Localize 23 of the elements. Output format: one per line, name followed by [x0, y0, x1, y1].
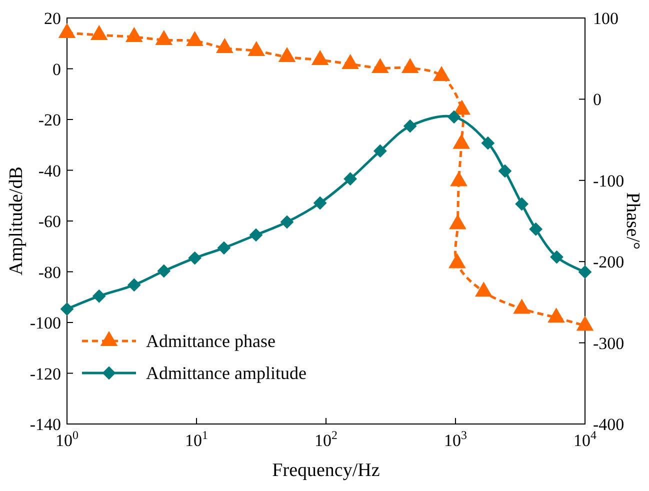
- y-tick-label: -40: [38, 161, 61, 180]
- y2-tick-label: -100: [593, 171, 624, 190]
- y-tick-label: -100: [30, 314, 61, 332]
- y2-axis-title: Phase/°: [622, 192, 643, 250]
- y2-tick-label: 100: [593, 9, 618, 28]
- y2-tick-label: -200: [593, 252, 624, 272]
- y-tick-label: -60: [38, 212, 61, 231]
- y2-tick-label: 0: [593, 90, 602, 110]
- x-tick-label: 10$^{1}$: [185, 428, 208, 450]
- legend-label: Admittance amplitude: [146, 363, 306, 383]
- legend-label: Admittance phase: [146, 331, 276, 351]
- y-tick-label: -20: [38, 110, 61, 130]
- x-tick-label: 10$^{4}$: [574, 428, 597, 450]
- y2-tick-label: -300: [593, 334, 624, 353]
- x-tick-label: 10$^{2}$: [314, 428, 338, 450]
- y-tick-label: -140: [30, 415, 61, 434]
- x-axis-title: Frequency/Hz: [272, 460, 380, 481]
- y-axis-title: Amplitude/dB: [6, 166, 27, 276]
- y-tick-label: 0: [52, 60, 61, 79]
- y-tick-label: -120: [30, 364, 61, 384]
- y-tick-label: 20: [44, 9, 61, 28]
- y-tick-label: -80: [38, 262, 61, 282]
- x-tick-label: 10$^{3}$: [444, 428, 468, 450]
